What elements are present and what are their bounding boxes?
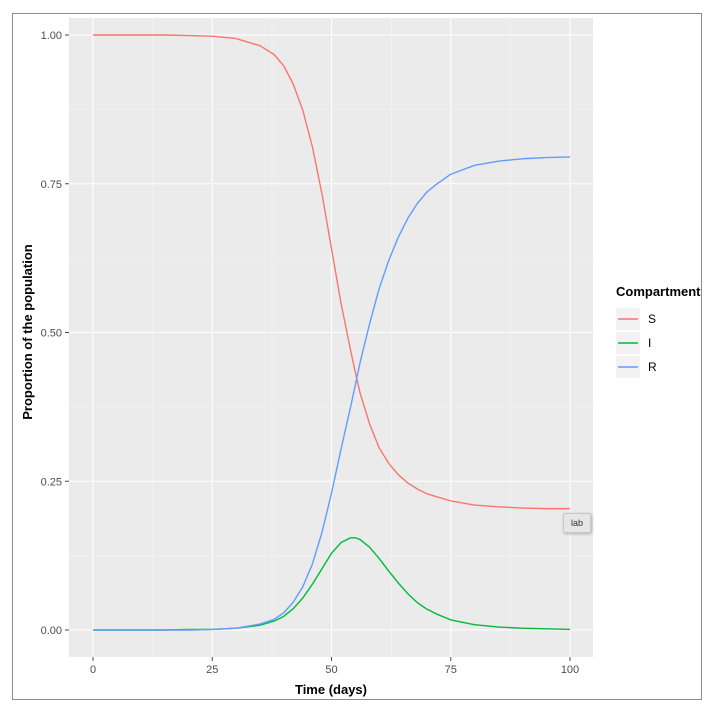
legend-label-S: S [648,312,656,326]
series-line-S [93,34,570,510]
axis-ticks: 0 25 50 75 100 0.00 0.25 0.50 0.75 1.00 [41,30,580,676]
x-tick-label: 100 [561,664,579,676]
legend-label-R: R [648,360,657,374]
x-tick-label: 75 [445,664,457,676]
annotation-label: lab [563,513,591,533]
y-axis-title: Proportion of the population [20,244,35,420]
y-tick-label: 1.00 [41,30,62,42]
legend-label-I: I [648,336,651,350]
y-tick-label: 0.75 [41,179,62,191]
x-axis-title: Time (days) [295,682,367,697]
x-tick-label: 25 [206,664,218,676]
legend-title: Compartment [616,284,701,299]
y-tick-label: 0.00 [41,625,62,637]
annotation-text: lab [570,518,583,528]
series-lines [93,34,571,631]
y-tick-label: 0.25 [41,476,62,488]
x-tick-label: 0 [90,664,96,676]
series-line-R [93,156,571,631]
x-tick-label: 50 [325,664,337,676]
legend: Compartment SIR [616,284,701,378]
y-tick-label: 0.50 [41,328,62,340]
